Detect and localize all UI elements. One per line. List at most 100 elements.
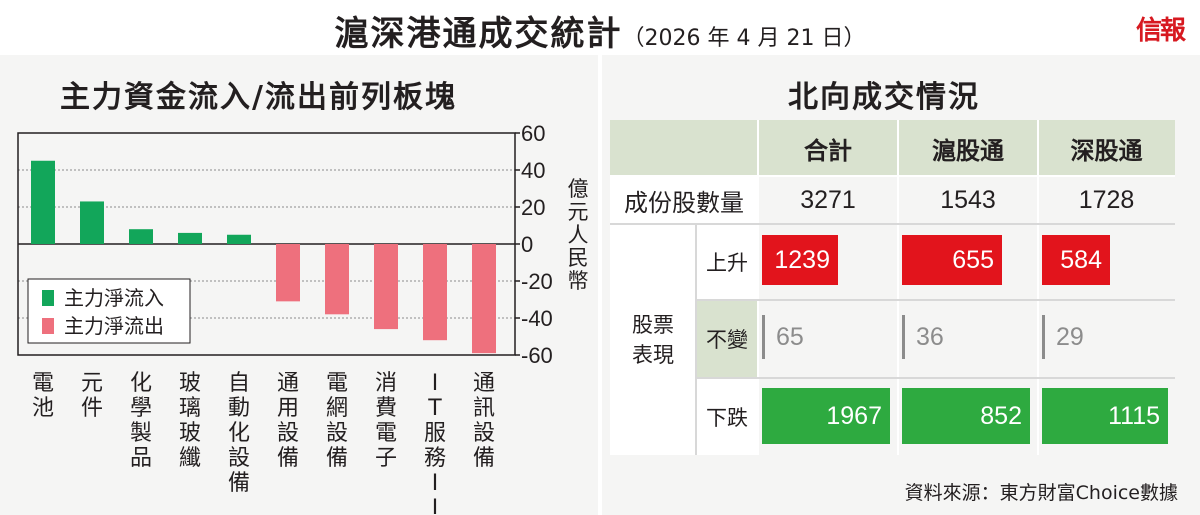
bar	[227, 234, 251, 244]
bar	[276, 244, 300, 302]
x-tick-label-char: 消	[375, 371, 397, 396]
x-tick-label-char: 玻	[179, 371, 201, 396]
x-tick-label-char: 設	[326, 421, 348, 446]
x-tick-label-char: 用	[277, 396, 299, 421]
title-text: 滬深港通成交統計	[334, 14, 623, 54]
up-value-sh: 655	[902, 235, 1002, 285]
legend-label: 主力淨流入	[64, 286, 164, 310]
up-value-sz: 584	[1042, 235, 1110, 285]
x-tick-label-char: 動	[228, 396, 250, 421]
bar	[178, 232, 202, 244]
row-label: 成份股數量	[610, 176, 758, 224]
grid-line	[757, 120, 759, 455]
y-axis-label-char: 人	[568, 223, 589, 247]
y-axis-label-char: 幣	[568, 269, 589, 293]
x-tick-label-char: 備	[228, 471, 250, 496]
y-axis-label-char: 民	[568, 246, 589, 270]
legend-swatch	[42, 290, 54, 306]
x-tick-label-char: 設	[473, 421, 495, 446]
bar	[31, 160, 55, 244]
constituents-value: 3271	[800, 185, 856, 214]
x-tick-label-char: 費	[375, 396, 397, 421]
down-value-sh: 852	[902, 388, 1030, 444]
x-tick-label-char: 網	[326, 396, 348, 421]
constituents-value: 1728	[1078, 185, 1135, 214]
x-tick-label-char: 務	[424, 446, 446, 471]
flat-bar-sh	[902, 315, 905, 359]
flat-bar-total	[762, 315, 765, 359]
bar	[472, 244, 496, 354]
x-tick-label-char: 件	[81, 396, 103, 421]
y-tick-label: -20	[521, 269, 553, 294]
x-tick-label-char: 化	[228, 421, 250, 446]
x-tick-label-char: 服	[424, 421, 446, 446]
x-tick-label-char: 自	[228, 371, 250, 396]
x-tick-label-char: 纖	[179, 446, 201, 471]
constituents-value: 1543	[940, 185, 996, 214]
y-tick-label: -60	[521, 343, 553, 368]
x-tick-label-char: 璃	[179, 396, 201, 421]
brand-logo: 信報	[1135, 16, 1186, 46]
x-tick-label-char: I	[432, 471, 439, 496]
x-tick-label-char: 品	[130, 446, 152, 471]
grid-line	[695, 224, 697, 455]
flat-value-sh: 36	[916, 323, 944, 351]
panel-divider	[598, 55, 602, 515]
group-label-text: 股票表現	[632, 312, 674, 367]
row-label-up: 上升	[696, 224, 758, 300]
bar	[129, 229, 153, 244]
down-value-total: 1967	[762, 388, 890, 444]
y-tick-label: 60	[521, 121, 545, 146]
x-tick-label-char: I	[432, 496, 439, 514]
up-value-total: 1239	[762, 235, 838, 285]
source-note: 資料來源：東方財富Choice數據	[904, 482, 1178, 504]
x-tick-label-char: 製	[130, 421, 152, 446]
x-tick-label-char: 訊	[473, 396, 495, 421]
left-section-title: 主力資金流入/流出前列板塊	[60, 80, 457, 115]
x-tick-label-char: 電	[375, 421, 397, 446]
col-header: 滬股通	[898, 120, 1038, 176]
x-tick-label-char: 化	[130, 371, 152, 396]
flat-value-total: 65	[776, 323, 804, 351]
col-header: 合計	[758, 120, 898, 176]
flat-value-sz: 29	[1056, 323, 1084, 351]
y-tick-label: -40	[521, 306, 553, 331]
x-tick-label-char: 學	[130, 396, 152, 421]
x-tick-label-char: 子	[375, 446, 397, 471]
bar	[374, 244, 398, 330]
x-tick-label-char: 備	[473, 446, 495, 471]
grid-line	[897, 120, 899, 455]
legend-box	[27, 278, 191, 344]
grid-line	[696, 299, 1175, 301]
grid-line	[610, 223, 1175, 225]
y-tick-label: 20	[521, 195, 545, 220]
y-axis-label-char: 億	[568, 177, 589, 201]
bar-chart: 6040200-20-40-60億元人民幣電池元件化學製品玻璃玻纖自動化設備通用…	[17, 121, 589, 514]
northbound-table: 合計 滬股通 深股通 成份股數量 3271 1543 1728 股票表現 上升 …	[610, 120, 1175, 455]
title-date: （2026 年 4 月 21 日）	[622, 26, 866, 51]
y-tick-label: 0	[521, 232, 533, 257]
bar	[423, 244, 447, 341]
x-tick-label-char: 設	[277, 421, 299, 446]
table-corner	[610, 120, 758, 176]
x-tick-label-char: 電	[326, 371, 348, 396]
row-label-flat: 不變	[696, 300, 758, 378]
grid-line	[696, 377, 1175, 379]
x-tick-label-char: 通	[473, 371, 495, 396]
grid-line	[1037, 120, 1039, 455]
flat-bar-sz	[1042, 315, 1045, 359]
right-section-title: 北向成交情況	[788, 80, 980, 115]
x-tick-label-char: 元	[81, 371, 103, 396]
x-tick-label-char: I	[432, 371, 439, 396]
down-value-sz: 1115	[1042, 388, 1168, 444]
x-tick-label-char: 玻	[179, 421, 201, 446]
x-tick-label-char: 備	[326, 446, 348, 471]
grid-line	[610, 175, 1175, 177]
x-tick-label-char: 備	[277, 446, 299, 471]
y-tick-label: 40	[521, 158, 545, 183]
bar	[80, 201, 104, 244]
x-tick-label-char: T	[427, 396, 442, 421]
page-title: 滬深港通成交統計（2026 年 4 月 21 日）	[0, 6, 1200, 55]
legend-swatch	[42, 318, 54, 334]
x-tick-label-char: 池	[32, 396, 54, 421]
